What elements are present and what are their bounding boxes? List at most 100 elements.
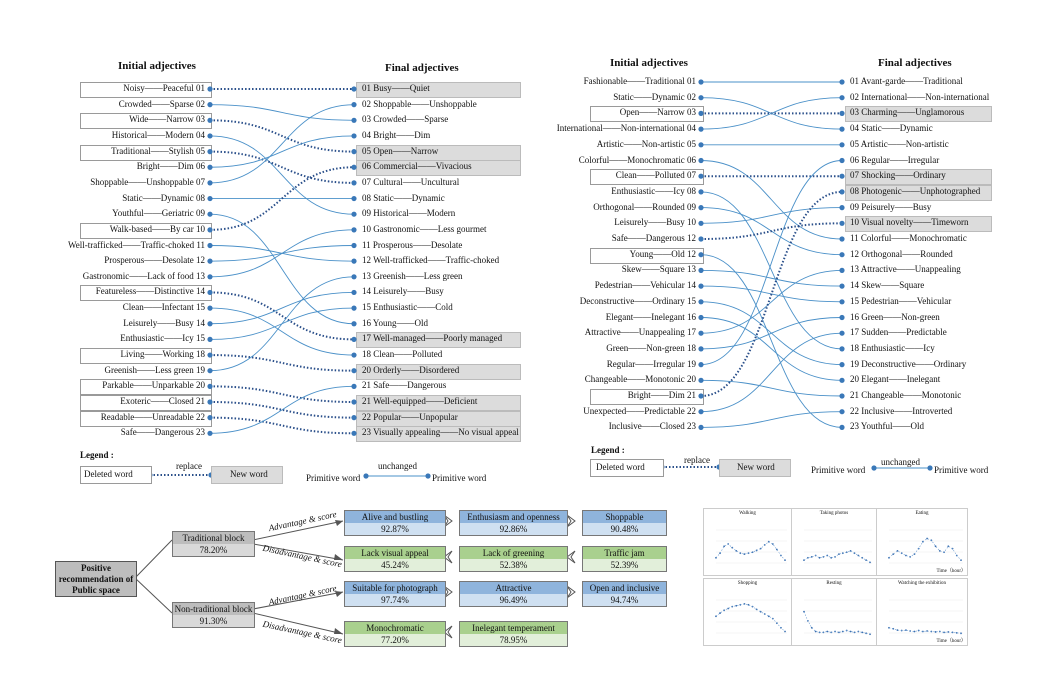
node-dot [351,211,357,217]
node-dot [351,415,357,421]
node-dot [351,430,357,436]
node-dot [207,368,213,374]
mini-chart: Shopping [703,578,792,646]
right-initial-item: Orthogonal——Rounded 09 [593,201,696,212]
right-final-item: 03 Charming——Unglamorous [850,107,965,118]
node-dot [207,117,213,123]
node-dot [839,393,845,399]
right-final-item: 12 Orthogonal——Rounded [850,248,953,259]
adjective-link [209,291,355,341]
left-initial-item: Historical——Modern 04 [111,129,205,140]
adjective-link [700,160,843,240]
node-dot [351,274,357,280]
flow-box-score: 52.38% [460,559,567,571]
node-dot [351,164,357,170]
right-initial-item: Deconstructive——Ordinary 15 [579,295,696,306]
node-dot [207,399,213,405]
adjective-link [700,269,843,334]
node-dot [351,383,357,389]
right-final-item: 19 Deconstructive——Ordinary [850,358,967,369]
left-initial-item: Wide——Narrow 03 [129,114,205,125]
adjective-link [209,416,355,435]
left-initial-item: Living——Working 18 [120,349,205,360]
new-word-shade [845,169,992,186]
legend-primitive-right: Primitive word [432,473,487,483]
flow-box-label: Suitable for photograph [345,582,445,594]
flow-box: Lack visual appeal 45.24% [344,546,446,572]
legend-new-word-2: New word [737,462,775,472]
right-final-item: 04 Static——Dynamic [850,123,933,134]
right-initial-item: Enthusiastic——Icy 08 [611,185,696,196]
left-initial-header: Initial adjectives [118,60,196,72]
mini-chart: Eating Time（hour） [876,508,968,576]
node-dot [839,314,845,321]
adjective-link [700,191,843,350]
deleted-word-frame [590,106,704,123]
right-initial-item: Colorful——Monochromatic 06 [578,154,696,165]
left-final-item: 11 Prosperous——Desolate [362,239,463,250]
node-dot [839,330,845,336]
right-initial-item: Open——Narrow 03 [619,107,696,118]
non-traditional-block: Non-traditional block 91.30% [172,602,255,628]
left-initial-item: Safe——Dangerous 23 [120,427,205,438]
node-dot [207,321,213,327]
adjective-link [209,104,355,184]
adjective-link [700,269,843,287]
adjective-link [209,229,355,278]
mini-chart: Taking photos [791,508,877,576]
node-dot [839,110,845,116]
flow-box-score: 78.95% [460,634,567,646]
flow-box: Inelegant temperament 78.95% [459,621,568,647]
node-dot [207,430,213,436]
new-word-shade [356,363,521,380]
node-dot [839,142,845,148]
adjective-link [209,135,355,168]
left-initial-item: Shoppable——Unshoppable 07 [90,176,205,187]
left-initial-item: Greenish——Less green 19 [104,364,205,375]
node-dot [363,473,369,479]
right-initial-item: Attractive——Unappealing 17 [584,327,696,338]
flow-box-label: Open and inclusive [583,582,666,594]
node-dot [207,383,213,389]
node-dot [839,157,845,164]
right-initial-item: Safe——Dangerous 12 [611,233,696,243]
node-dot [698,220,704,226]
right-initial-item: Skew——Square 13 [621,264,696,275]
node-dot [871,465,877,471]
right-initial-header: Initial adjectives [610,57,688,69]
adjective-link [209,385,355,434]
right-final-item: 02 International——Non-international [850,91,990,102]
flow-box: Enthusiasm and openness 92.86% [459,510,568,536]
node-dot [351,242,357,249]
new-word-shade [356,332,521,349]
node-dot [698,236,704,242]
flow-box: Suitable for photograph 97.74% [344,581,446,607]
left-final-item: 12 Well-trafficked——Traffic-choked [362,255,500,266]
node-dot [207,227,213,233]
node-dot [207,415,213,421]
node-dot [698,424,704,430]
left-final-item: 06 Commercial——Vivacious [362,161,472,172]
node-dot [351,227,357,233]
left-final-item: 03 Crowded——Sparse [362,114,449,125]
legend-primitive-left-2: Primitive word [811,465,866,475]
node-dot [351,321,357,327]
new-word-shade [356,395,521,411]
node-dot [698,267,704,273]
adjective-link [700,379,843,397]
mini-chart-title: Eating [915,511,929,516]
flow-box-score: 96.49% [460,594,567,606]
flow-box-label: Inelegant temperament [460,622,567,634]
node-dot [698,142,704,148]
right-initial-item: Pedestrian——Vehicular 14 [594,280,696,291]
new-word-shade [356,144,521,161]
adjective-link [700,254,843,428]
node-dot [839,205,845,211]
flow-box-score: 92.87% [345,523,445,535]
right-initial-item: Static——Dynamic 02 [613,91,696,102]
legend-title: Legend : [80,450,114,460]
left-final-item: 01 Busy——Quiet [362,83,430,93]
traditional-score: 78.20% [173,544,254,556]
node-dot [698,189,704,195]
